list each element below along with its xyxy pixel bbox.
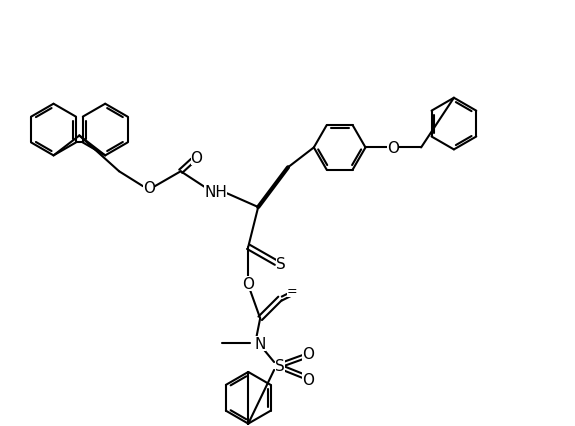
Text: O: O xyxy=(143,180,155,195)
Text: =: = xyxy=(287,284,297,297)
Text: O: O xyxy=(190,150,202,165)
Text: S: S xyxy=(276,256,286,271)
Text: O: O xyxy=(242,276,254,291)
Text: O: O xyxy=(302,346,314,361)
Text: NH: NH xyxy=(204,184,227,199)
Text: N: N xyxy=(255,336,266,351)
Text: O: O xyxy=(302,372,314,388)
Text: O: O xyxy=(388,141,399,155)
Text: S: S xyxy=(275,359,285,374)
